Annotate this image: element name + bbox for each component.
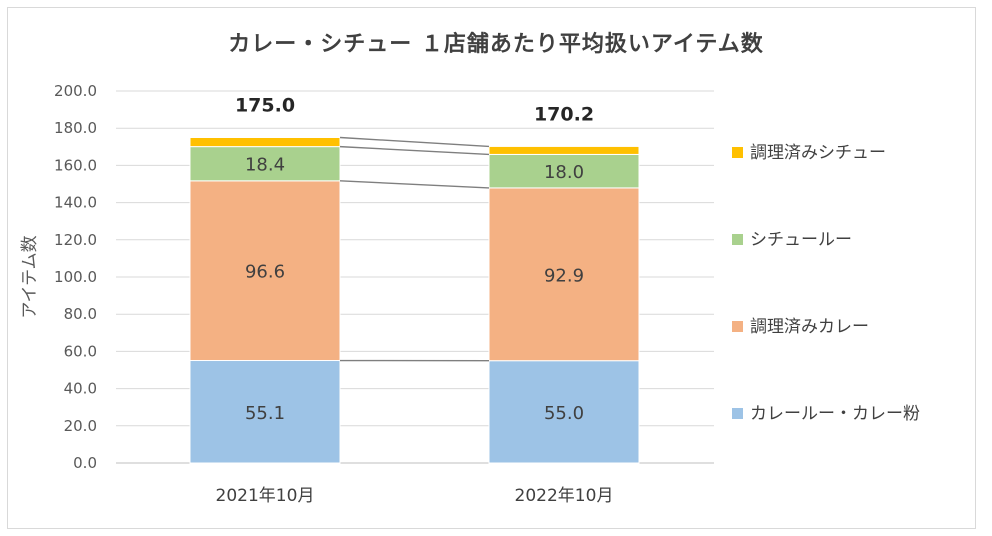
legend-swatch: [732, 321, 743, 332]
series-line: [339, 136, 490, 148]
data-label: 55.1: [245, 403, 285, 424]
series-line: [339, 180, 490, 189]
x-tick-label: 2022年10月: [515, 486, 614, 506]
y-tick-label: 180.0: [54, 119, 97, 137]
legend-swatch: [732, 408, 743, 419]
bar-segment: [488, 360, 640, 464]
legend-label: カレールー・カレー粉: [750, 404, 920, 424]
series-line: [339, 145, 490, 156]
total-label: 175.0: [235, 95, 295, 117]
y-tick-label: 40.0: [64, 380, 97, 398]
y-tick-label: 200.0: [54, 82, 97, 100]
bar-segment: [189, 137, 341, 148]
data-label: 55.0: [544, 403, 584, 424]
x-tick-label: 2021年10月: [216, 486, 315, 506]
legend-swatch: [732, 234, 743, 245]
bar-segment: [189, 360, 341, 464]
y-tick-label: 160.0: [54, 156, 97, 174]
legend-label: 調理済みカレー: [750, 317, 869, 337]
bar-segment: [488, 153, 640, 189]
legend-label: 調理済みシチュー: [750, 143, 886, 163]
data-label: 96.6: [245, 262, 285, 283]
total-label: 170.2: [534, 103, 594, 125]
bar-segment: [189, 146, 341, 182]
bar-segment: [189, 180, 341, 362]
y-axis-title: アイテム数: [20, 235, 40, 318]
chart-title: カレー・シチュー １店舗あたり平均扱いアイテム数: [228, 32, 764, 57]
y-tick-label: 20.0: [64, 417, 97, 435]
y-tick-label: 140.0: [54, 194, 97, 212]
data-label: 18.0: [544, 162, 584, 183]
bar-segment: [488, 187, 640, 362]
y-tick-label: 80.0: [64, 305, 97, 323]
data-label: 92.9: [544, 265, 584, 286]
y-tick-label: 120.0: [54, 231, 97, 249]
legend-swatch: [732, 147, 743, 158]
y-tick-label: 0.0: [73, 454, 97, 472]
legend-label: シチュールー: [750, 230, 852, 250]
data-label: 18.4: [245, 155, 285, 176]
bar-segment: [488, 145, 640, 155]
y-tick-label: 60.0: [64, 342, 97, 360]
y-tick-label: 100.0: [54, 268, 97, 286]
